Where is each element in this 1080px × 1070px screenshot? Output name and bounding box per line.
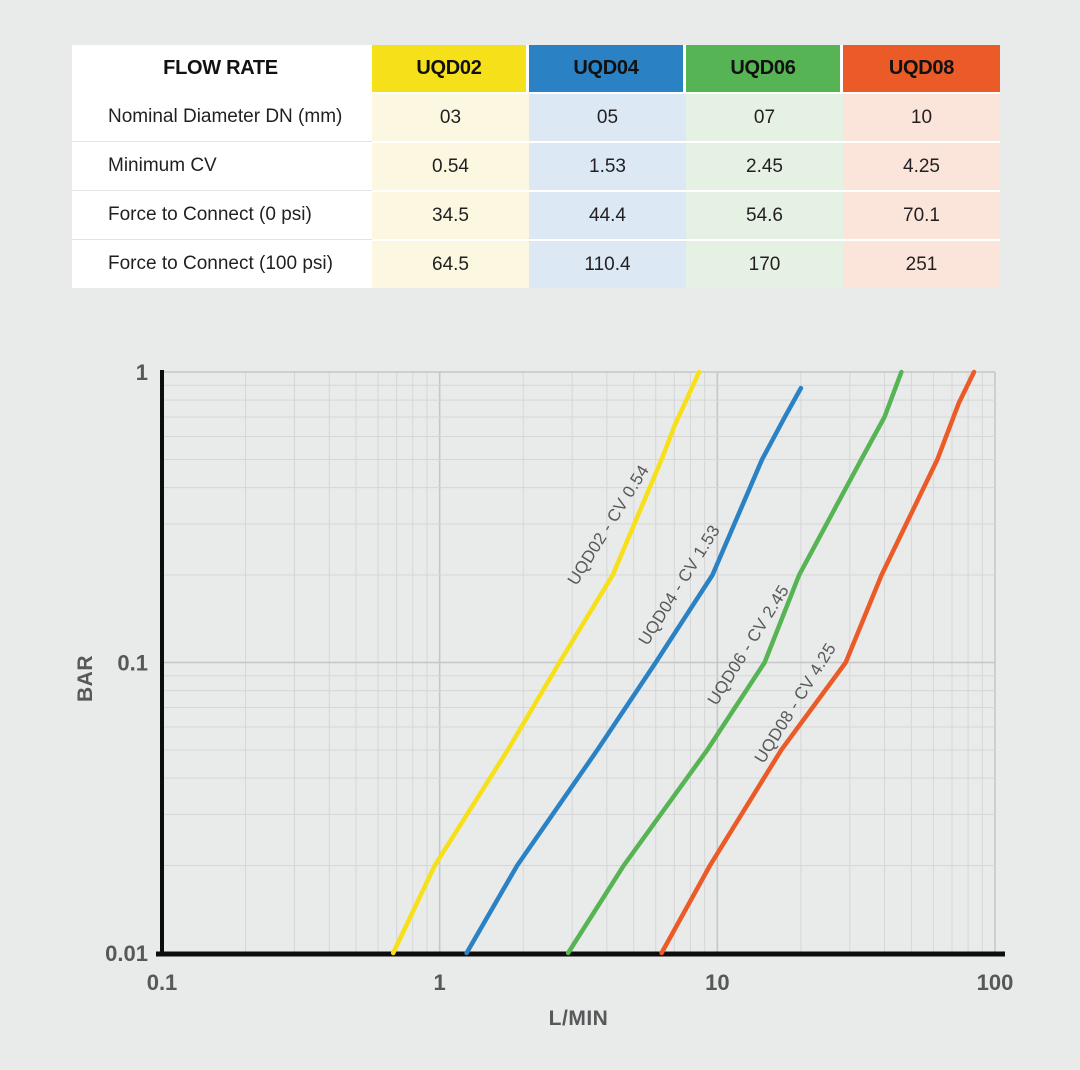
row-label-force-100psi: Force to Connect (100 psi) [72, 239, 372, 288]
table-cell: 44.4 [529, 190, 686, 239]
table-cell: 64.5 [372, 239, 529, 288]
curve-uqd08 [659, 369, 977, 956]
table-cell: 2.45 [686, 141, 843, 190]
curve-uqd04 [464, 385, 804, 956]
column-header-uqd06: UQD06 [686, 45, 843, 92]
table-cell: 110.4 [529, 239, 686, 288]
column-header-uqd04: UQD04 [529, 45, 686, 92]
table-cell: 34.5 [372, 190, 529, 239]
table-cell: 251 [843, 239, 1000, 288]
x-axis-title: L/MIN [549, 1007, 609, 1030]
table-cell: 03 [372, 92, 529, 141]
row-label-force-0psi: Force to Connect (0 psi) [72, 190, 372, 239]
table-cell: 4.25 [843, 141, 1000, 190]
y-axis-title: BAR [74, 655, 97, 702]
y-tick-label: 0.1 [117, 651, 148, 676]
column-header-uqd02: UQD02 [372, 45, 529, 92]
table-corner-header: FLOW RATE [72, 45, 372, 92]
curve-uqd02 [390, 369, 702, 956]
table-cell: 70.1 [843, 190, 1000, 239]
row-label-nominal-diameter: Nominal Diameter DN (mm) [72, 92, 372, 141]
column-header-uqd08: UQD08 [843, 45, 1000, 92]
row-label-minimum-cv: Minimum CV [72, 141, 372, 190]
flow-rate-table: FLOW RATE UQD02 UQD04 UQD06 UQD08 Nomina… [72, 45, 1000, 288]
table-cell: 0.54 [372, 141, 529, 190]
table-cell: 07 [686, 92, 843, 141]
table-cell: 10 [843, 92, 1000, 141]
y-tick-label: 0.01 [105, 941, 148, 966]
table-cell: 05 [529, 92, 686, 141]
y-tick-label: 1 [136, 360, 148, 385]
x-tick-label: 0.1 [147, 970, 178, 995]
x-tick-label: 10 [705, 970, 729, 995]
flow-pressure-chart: UQD02 - CV 0.54 UQD04 - CV 1.53 UQD06 - CV… [0, 330, 1080, 1070]
table-cell: 1.53 [529, 141, 686, 190]
table-cell: 170 [686, 239, 843, 288]
curve-uqd06 [565, 369, 904, 956]
x-tick-label: 1 [434, 970, 446, 995]
table-cell: 54.6 [686, 190, 843, 239]
curve-label-uqd02: UQD02 - CV 0.54 [564, 462, 653, 589]
x-tick-label: 100 [977, 970, 1014, 995]
